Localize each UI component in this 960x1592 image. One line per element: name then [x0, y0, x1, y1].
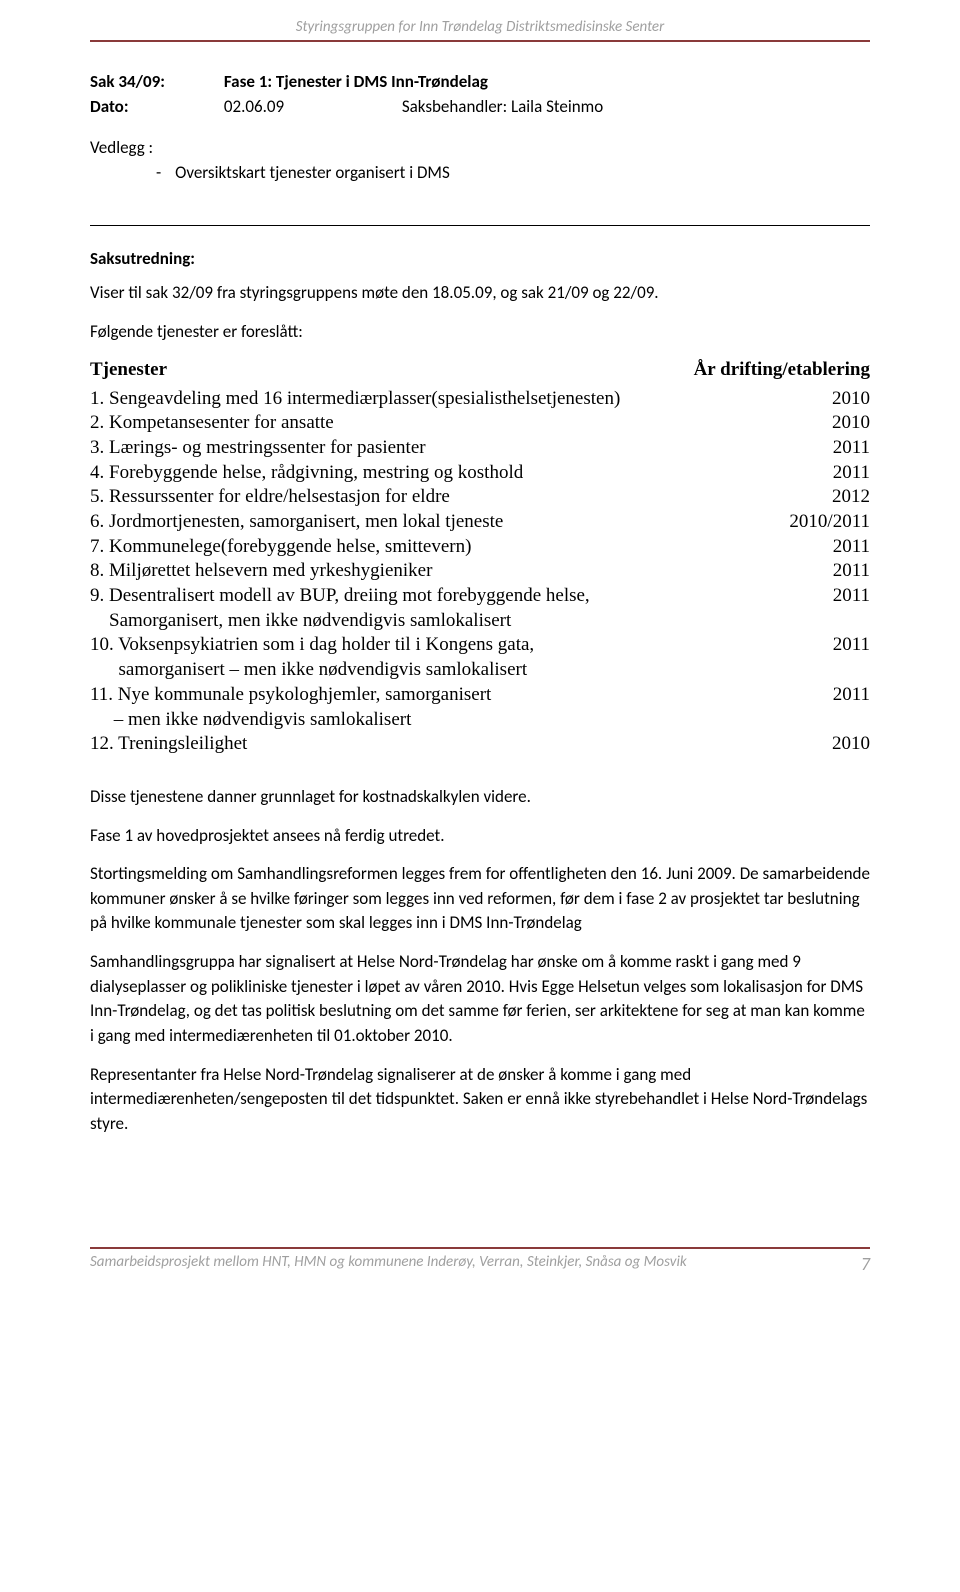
tjenester-item: 2. Kompetansesenter for ansatte 2010	[90, 411, 870, 436]
tjenester-header: Tjenester År drifting/etablering	[90, 359, 870, 381]
tjenester-item: 5. Ressurssenter for eldre/helsestasjon …	[90, 485, 870, 510]
tjenester-item-text: 9. Desentralisert modell av BUP, dreiing…	[90, 584, 590, 633]
tjenester-item-text: 12. Treningsleilighet	[90, 732, 247, 757]
tjenester-item: 11. Nye kommunale psykologhjemler, samor…	[90, 683, 870, 732]
tjenester-item-text: 11. Nye kommunale psykologhjemler, samor…	[90, 683, 491, 732]
footer: Samarbeidsprosjekt mellom HNT, HMN og ko…	[90, 1247, 870, 1275]
tjenester-item-year: 2010	[812, 387, 870, 412]
intro-para: Viser til sak 32/09 fra styringsgruppens…	[90, 281, 870, 306]
tjenester-header-right: År drifting/etablering	[694, 359, 870, 381]
saksbehandler: Saksbehandler: Laila Steinmo	[402, 96, 603, 117]
tjenester-item-year: 2011	[813, 559, 870, 584]
footer-text: Samarbeidsprosjekt mellom HNT, HMN og ko…	[90, 1253, 687, 1275]
para-5: Representanter fra Helse Nord-Trøndelag …	[90, 1063, 870, 1137]
tjenester-item-year: 2010	[812, 732, 870, 757]
tjenester-item: 7. Kommunelege(forebyggende helse, smitt…	[90, 535, 870, 560]
page-number: 7	[861, 1253, 870, 1275]
dato-label: Dato:	[90, 95, 220, 120]
bullet-dash: -	[156, 162, 161, 183]
saksutredning-heading: Saksutredning:	[90, 248, 870, 269]
sak-label: Sak 34/09:	[90, 70, 220, 95]
footer-rule	[90, 1247, 870, 1249]
meta-dato-row: Dato: 02.06.09 Saksbehandler: Laila Stei…	[90, 95, 870, 120]
tjenester-item-year: 2011	[813, 436, 870, 461]
para-2: Fase 1 av hovedprosjektet ansees nå ferd…	[90, 824, 870, 849]
tjenester-item: 9. Desentralisert modell av BUP, dreiing…	[90, 584, 870, 633]
meta-sak-row: Sak 34/09: Fase 1: Tjenester i DMS Inn-T…	[90, 70, 870, 95]
tjenester-item-text: 8. Miljørettet helsevern med yrkeshygien…	[90, 559, 432, 584]
tjenester-item-year: 2011	[813, 535, 870, 560]
tjenester-item-text: 3. Lærings- og mestringssenter for pasie…	[90, 436, 426, 461]
tjenester-list: 1. Sengeavdeling med 16 intermediærplass…	[90, 387, 870, 757]
para-4: Samhandlingsgruppa har signalisert at He…	[90, 950, 870, 1049]
header-rule	[90, 40, 870, 42]
tjenester-item-text: 6. Jordmortjenesten, samorganisert, men …	[90, 510, 503, 535]
tjenester-item-text: 7. Kommunelege(forebyggende helse, smitt…	[90, 535, 471, 560]
tjenester-item-year: 2011	[813, 683, 870, 732]
tjenester-item: 8. Miljørettet helsevern med yrkeshygien…	[90, 559, 870, 584]
sak-value: Fase 1: Tjenester i DMS Inn-Trøndelag	[224, 71, 488, 92]
tjenester-item-year: 2011	[813, 633, 870, 682]
tjenester-item-year: 2010	[812, 411, 870, 436]
tjenester-item-text: 10. Voksenpsykiatrien som i dag holder t…	[90, 633, 534, 682]
tjenester-item-year: 2011	[813, 584, 870, 633]
dato-value: 02.06.09	[224, 96, 284, 117]
tjenester-item-text: 5. Ressurssenter for eldre/helsestasjon …	[90, 485, 450, 510]
tjenester-item-text: 2. Kompetansesenter for ansatte	[90, 411, 334, 436]
section-rule	[90, 225, 870, 226]
tjenester-item: 12. Treningsleilighet 2010	[90, 732, 870, 757]
page: Styringsgruppen for Inn Trøndelag Distri…	[0, 0, 960, 1305]
tjenester-item: 4. Forebyggende helse, rådgivning, mestr…	[90, 461, 870, 486]
vedlegg-item: Oversiktskart tjenester organisert i DMS	[175, 162, 450, 183]
vedlegg-list: - Oversiktskart tjenester organisert i D…	[180, 162, 870, 183]
tjenester-item: 10. Voksenpsykiatrien som i dag holder t…	[90, 633, 870, 682]
tjenester-item-text: 4. Forebyggende helse, rådgivning, mestr…	[90, 461, 523, 486]
vedlegg-label: Vedlegg :	[90, 137, 870, 158]
tjenester-item: 1. Sengeavdeling med 16 intermediærplass…	[90, 387, 870, 412]
tjenester-item: 6. Jordmortjenesten, samorganisert, men …	[90, 510, 870, 535]
tjenester-item-text: 1. Sengeavdeling med 16 intermediærplass…	[90, 387, 620, 412]
para-1: Disse tjenestene danner grunnlaget for k…	[90, 785, 870, 810]
footer-row: Samarbeidsprosjekt mellom HNT, HMN og ko…	[90, 1253, 870, 1275]
foreslatt-label: Følgende tjenester er foreslått:	[90, 320, 870, 345]
para-3: Stortingsmelding om Samhandlingsreformen…	[90, 862, 870, 936]
tjenester-item: 3. Lærings- og mestringssenter for pasie…	[90, 436, 870, 461]
tjenester-item-year: 2011	[813, 461, 870, 486]
tjenester-item-year: 2010/2011	[769, 510, 870, 535]
running-header: Styringsgruppen for Inn Trøndelag Distri…	[90, 18, 870, 36]
tjenester-item-year: 2012	[812, 485, 870, 510]
tjenester-header-left: Tjenester	[90, 359, 167, 381]
